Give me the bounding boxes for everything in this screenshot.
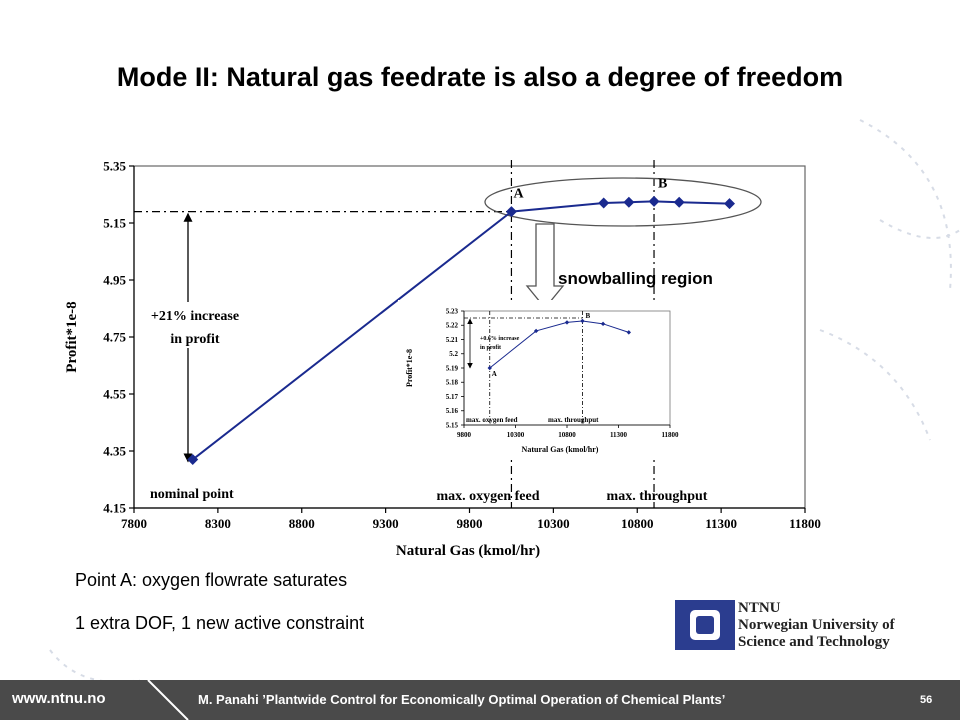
- inset-point-a-label: A: [492, 370, 497, 378]
- main-axes: [129, 165, 806, 513]
- inset-increase-label-line-1: +0.6% increase: [480, 336, 520, 342]
- main-y-axis-label: Profit*1e-8: [64, 301, 80, 372]
- snowballing-region-ellipse: [484, 177, 762, 227]
- m-data-point: [673, 196, 685, 208]
- m-y-tick-label: 4.75: [103, 330, 126, 345]
- m-y-tick-label: 4.55: [103, 387, 126, 402]
- i-y-tick-label: 5.19: [446, 364, 459, 372]
- m-data-point: [505, 206, 517, 218]
- m-x-tick-label: 11800: [789, 516, 821, 531]
- main-series-points: [187, 195, 736, 466]
- inset-max-oxygen-feed-label: max. oxygen feed: [466, 416, 518, 424]
- i-y-tick-label: 5.23: [446, 307, 459, 315]
- i-data-point: [533, 328, 539, 334]
- i-data-point: [487, 365, 492, 371]
- i-data-point: [600, 321, 606, 327]
- m-x-tick-label: 10800: [621, 516, 654, 531]
- inset-axes: [461, 310, 671, 428]
- point-b-label: B: [658, 176, 667, 191]
- inset-series-line: [489, 320, 629, 369]
- i-y-tick-label: 5.21: [446, 336, 459, 344]
- i-y-tick-label: 5.22: [446, 322, 459, 330]
- inset-y-tick-labels: 5.15 5.16 5.17 5.18 5.19 5.2 5.21 5.22 5.23: [446, 307, 459, 429]
- ntnu-name-line-2: Norwegian University of: [738, 617, 895, 633]
- snowballing-region-label: snowballing region: [558, 269, 713, 288]
- m-y-tick-label: 4.15: [103, 501, 126, 516]
- i-x-tick-label: 9800: [457, 431, 472, 439]
- dof-note: 1 extra DOF, 1 new active constraint: [75, 613, 365, 633]
- main-x-axis-label: Natural Gas (kmol/hr): [396, 543, 540, 559]
- i-data-point: [626, 330, 631, 335]
- nominal-point-label: nominal point: [150, 487, 234, 502]
- m-y-tick-label: 4.35: [103, 444, 126, 459]
- i-y-tick-label: 5.15: [446, 421, 459, 429]
- inset-background: [398, 300, 678, 460]
- increase-label-line-1: +21% increase: [151, 309, 239, 324]
- m-x-tick-label: 9800: [457, 516, 483, 531]
- ntnu-name-line-3: Science and Technology: [738, 634, 890, 650]
- i-y-tick-label: 5.18: [446, 379, 459, 387]
- m-data-point: [648, 195, 660, 207]
- m-data-point: [724, 198, 736, 210]
- footer-bar: [0, 680, 960, 720]
- m-x-tick-label: 9300: [373, 516, 399, 531]
- m-x-tick-label: 10300: [537, 516, 570, 531]
- ntnu-name: NTNU Norwegian University of Science and…: [738, 600, 895, 651]
- inset-point-b-label: B: [585, 312, 590, 320]
- inset-series-points: [487, 318, 631, 371]
- inset-x-tick-labels: 9800 10300 10800 11300 11800: [457, 431, 679, 439]
- inset-increase-label-line-2: in profit: [480, 345, 501, 351]
- i-data-point: [564, 320, 570, 325]
- i-y-tick-label: 5.17: [446, 393, 459, 401]
- increase-label-line-2: in profit: [170, 332, 219, 347]
- m-x-tick-label: 8800: [289, 516, 315, 531]
- i-x-tick-label: 10800: [558, 431, 576, 439]
- footer-divider: [147, 680, 189, 720]
- page-number: 56: [920, 694, 933, 706]
- ntnu-square-logo-icon: [675, 600, 735, 650]
- m-y-tick-label: 5.15: [103, 216, 126, 231]
- i-x-tick-label: 11800: [661, 431, 679, 439]
- m-data-point: [623, 196, 635, 208]
- inset-x-axis-label: Natural Gas (kmol/hr): [522, 445, 599, 454]
- footer-credit: M. Panahi ’Plantwide Control for Economi…: [198, 692, 726, 707]
- m-data-point: [598, 197, 610, 209]
- ntnu-name-line-1: NTNU: [738, 600, 781, 616]
- inset-chart: 5.15 5.16 5.17 5.18 5.19 5.2 5.21 5.22 5.23 9800…: [398, 300, 679, 460]
- max-throughput-label: max. throughput: [607, 489, 708, 504]
- increase-label-bg: [136, 302, 256, 348]
- point-a-label: A: [513, 187, 524, 202]
- point-a-note: Point A: oxygen flowrate saturates: [75, 570, 348, 590]
- m-x-tick-label: 11300: [705, 516, 737, 531]
- m-data-point: [187, 454, 199, 466]
- i-y-tick-label: 5.16: [446, 407, 459, 415]
- main-x-tick-labels: 7800 8300 8800 9300 9800 10300 10800 11300 11800: [121, 516, 821, 531]
- i-x-tick-label: 11300: [610, 431, 628, 439]
- inset-max-throughput-label: max. throughput: [548, 416, 599, 424]
- m-x-tick-label: 8300: [205, 516, 231, 531]
- slide-title: Mode II: Natural gas feedrate is also a …: [116, 62, 844, 92]
- m-y-tick-label: 4.95: [103, 273, 126, 288]
- footer-url-link[interactable]: www.ntnu.no: [12, 690, 106, 707]
- m-y-tick-label: 5.35: [103, 159, 126, 174]
- inset-y-axis-label: Profit*1e-8: [405, 349, 414, 387]
- i-x-tick-label: 10300: [507, 431, 525, 439]
- max-oxygen-feed-label: max. oxygen feed: [436, 489, 539, 504]
- i-y-tick-label: 5.2: [449, 350, 458, 358]
- m-x-tick-label: 7800: [121, 516, 147, 531]
- main-y-tick-labels: 4.15 4.35 4.55 4.75 4.95 5.15 5.35: [103, 159, 126, 516]
- i-data-point: [580, 318, 585, 324]
- down-arrow-icon: [525, 223, 565, 310]
